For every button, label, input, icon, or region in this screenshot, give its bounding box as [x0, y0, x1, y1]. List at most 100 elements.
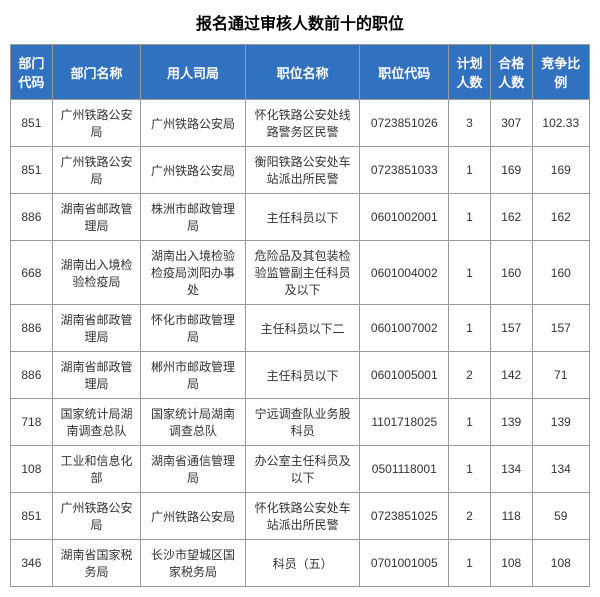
cell-dept: 工业和信息化部: [52, 446, 141, 493]
cell-pass: 157: [490, 305, 532, 352]
cell-dept: 湖南省邮政管理局: [52, 352, 141, 399]
cell-poscode: 0723851025: [360, 493, 449, 540]
cell-pass: 108: [490, 540, 532, 587]
table-row: 668湖南出入境检验检疫局湖南出入境检验检疫局浏阳办事处危险品及其包装检验监管副…: [11, 241, 590, 305]
col-header-bureau: 用人司局: [141, 45, 245, 100]
cell-dept: 湖南省邮政管理局: [52, 305, 141, 352]
cell-code: 668: [11, 241, 53, 305]
cell-pos: 主任科员以下二: [245, 305, 360, 352]
cell-pos: 主任科员以下: [245, 194, 360, 241]
cell-pass: 118: [490, 493, 532, 540]
table-row: 851广州铁路公安局广州铁路公安局怀化铁路公安处车站派出所民警072385102…: [11, 493, 590, 540]
cell-poscode: 1101718025: [360, 399, 449, 446]
cell-poscode: 0601002001: [360, 194, 449, 241]
cell-code: 851: [11, 100, 53, 147]
table-row: 718国家统计局湖南调查总队国家统计局湖南调查总队宁远调查队业务股科员11017…: [11, 399, 590, 446]
cell-pos: 衡阳铁路公安处车站派出所民警: [245, 147, 360, 194]
cell-pos: 怀化铁路公安处线路警务区民警: [245, 100, 360, 147]
cell-ratio: 160: [532, 241, 589, 305]
cell-code: 851: [11, 147, 53, 194]
cell-bureau: 郴州市邮政管理局: [141, 352, 245, 399]
table-row: 886湖南省邮政管理局怀化市邮政管理局主任科员以下二06010070021157…: [11, 305, 590, 352]
cell-pass: 139: [490, 399, 532, 446]
table-row: 851广州铁路公安局广州铁路公安局衡阳铁路公安处车站派出所民警072385103…: [11, 147, 590, 194]
cell-ratio: 134: [532, 446, 589, 493]
cell-code: 718: [11, 399, 53, 446]
cell-plan: 1: [449, 241, 491, 305]
cell-plan: 1: [449, 194, 491, 241]
table-row: 886湖南省邮政管理局株洲市邮政管理局主任科员以下060100200111621…: [11, 194, 590, 241]
cell-ratio: 108: [532, 540, 589, 587]
cell-dept: 湖南出入境检验检疫局: [52, 241, 141, 305]
cell-poscode: 0501118001: [360, 446, 449, 493]
cell-pass: 162: [490, 194, 532, 241]
cell-ratio: 71: [532, 352, 589, 399]
cell-poscode: 0601004002: [360, 241, 449, 305]
cell-bureau: 株洲市邮政管理局: [141, 194, 245, 241]
cell-pos: 主任科员以下: [245, 352, 360, 399]
cell-ratio: 59: [532, 493, 589, 540]
col-header-pos: 职位名称: [245, 45, 360, 100]
cell-pos: 危险品及其包装检验监管副主任科员及以下: [245, 241, 360, 305]
cell-dept: 广州铁路公安局: [52, 493, 141, 540]
cell-ratio: 169: [532, 147, 589, 194]
cell-plan: 1: [449, 305, 491, 352]
col-header-pass: 合格人数: [490, 45, 532, 100]
cell-plan: 1: [449, 399, 491, 446]
table-row: 346湖南省国家税务局长沙市望城区国家税务局科员（五）0701001005110…: [11, 540, 590, 587]
cell-pos: 怀化铁路公安处车站派出所民警: [245, 493, 360, 540]
cell-pass: 142: [490, 352, 532, 399]
cell-pass: 307: [490, 100, 532, 147]
cell-dept: 国家统计局湖南调查总队: [52, 399, 141, 446]
col-header-plan: 计划人数: [449, 45, 491, 100]
cell-poscode: 0601005001: [360, 352, 449, 399]
cell-pass: 134: [490, 446, 532, 493]
cell-poscode: 0701001005: [360, 540, 449, 587]
cell-plan: 2: [449, 493, 491, 540]
cell-plan: 1: [449, 540, 491, 587]
cell-poscode: 0723851033: [360, 147, 449, 194]
table-row: 851广州铁路公安局广州铁路公安局怀化铁路公安处线路警务区民警072385102…: [11, 100, 590, 147]
cell-code: 886: [11, 194, 53, 241]
table-body: 851广州铁路公安局广州铁路公安局怀化铁路公安处线路警务区民警072385102…: [11, 100, 590, 587]
cell-ratio: 157: [532, 305, 589, 352]
positions-table: 部门代码 部门名称 用人司局 职位名称 职位代码 计划人数 合格人数 竞争比例 …: [10, 44, 590, 587]
cell-pass: 169: [490, 147, 532, 194]
table-header-row: 部门代码 部门名称 用人司局 职位名称 职位代码 计划人数 合格人数 竞争比例: [11, 45, 590, 100]
table-row: 108工业和信息化部湖南省通信管理局办公室主任科员及以下050111800111…: [11, 446, 590, 493]
cell-plan: 1: [449, 446, 491, 493]
cell-ratio: 139: [532, 399, 589, 446]
cell-dept: 湖南省国家税务局: [52, 540, 141, 587]
cell-code: 886: [11, 352, 53, 399]
cell-ratio: 162: [532, 194, 589, 241]
cell-plan: 3: [449, 100, 491, 147]
cell-bureau: 国家统计局湖南调查总队: [141, 399, 245, 446]
col-header-poscode: 职位代码: [360, 45, 449, 100]
cell-bureau: 广州铁路公安局: [141, 100, 245, 147]
cell-code: 108: [11, 446, 53, 493]
cell-code: 346: [11, 540, 53, 587]
cell-pos: 宁远调查队业务股科员: [245, 399, 360, 446]
col-header-dept: 部门名称: [52, 45, 141, 100]
cell-dept: 广州铁路公安局: [52, 147, 141, 194]
page-title: 报名通过审核人数前十的职位: [10, 10, 590, 34]
cell-dept: 湖南省邮政管理局: [52, 194, 141, 241]
cell-bureau: 长沙市望城区国家税务局: [141, 540, 245, 587]
cell-dept: 广州铁路公安局: [52, 100, 141, 147]
cell-poscode: 0723851026: [360, 100, 449, 147]
cell-bureau: 广州铁路公安局: [141, 147, 245, 194]
cell-bureau: 广州铁路公安局: [141, 493, 245, 540]
cell-plan: 1: [449, 147, 491, 194]
cell-bureau: 湖南出入境检验检疫局浏阳办事处: [141, 241, 245, 305]
cell-code: 851: [11, 493, 53, 540]
cell-pass: 160: [490, 241, 532, 305]
cell-pos: 办公室主任科员及以下: [245, 446, 360, 493]
cell-bureau: 湖南省通信管理局: [141, 446, 245, 493]
cell-poscode: 0601007002: [360, 305, 449, 352]
cell-ratio: 102.33: [532, 100, 589, 147]
cell-bureau: 怀化市邮政管理局: [141, 305, 245, 352]
cell-code: 886: [11, 305, 53, 352]
table-row: 886湖南省邮政管理局郴州市邮政管理局主任科员以下060100500121427…: [11, 352, 590, 399]
cell-pos: 科员（五）: [245, 540, 360, 587]
cell-plan: 2: [449, 352, 491, 399]
